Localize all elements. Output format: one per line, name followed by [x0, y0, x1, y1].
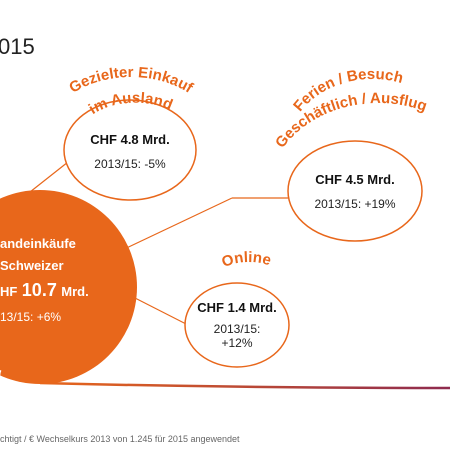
bubble-targeted-change: 2013/15: -5% [94, 157, 166, 171]
bubble-online-change-line2: +12% [221, 336, 253, 350]
footnote: chtigt / € Wechselkurs 2013 von 1.245 fü… [0, 434, 240, 444]
bubble-online-content: CHF 1.4 Mrd. 2013/15: +12% [190, 300, 284, 350]
bubble-holiday-outline [287, 140, 423, 242]
bubble-holiday-change: 2013/15: +19% [314, 197, 396, 211]
main-bubble-value: 10.7 [21, 280, 57, 300]
main-bubble-amount: HF 10.7 Mrd. [0, 280, 130, 301]
page-title-year: 015 [0, 34, 35, 59]
main-bubble-highlight [0, 370, 7, 390]
bubble-targeted-amount: CHF 4.8 Mrd. [90, 132, 170, 147]
connector-holiday-part1 [117, 197, 233, 253]
main-bubble-circle [0, 190, 137, 384]
bubble-targeted-title-line1: Gezielter Einkauf [66, 64, 196, 97]
connector-online [134, 297, 191, 327]
bubble-online-outline [184, 282, 290, 368]
main-bubble-currency: HF [0, 284, 18, 299]
bubble-online-amount: CHF 1.4 Mrd. [197, 300, 277, 315]
bubble-holiday-content: CHF 4.5 Mrd. 2013/15: +19% [298, 172, 412, 211]
main-bubble-unit: Mrd. [61, 284, 89, 299]
bubble-online-change-line1: 2013/15: [213, 322, 261, 336]
bubble-targeted-outline [63, 99, 197, 201]
connector-targeted [29, 161, 69, 193]
main-bubble-line1: andeinkäufe [0, 236, 76, 251]
main-bubble-line2: Schweizer [0, 258, 64, 273]
bubble-targeted-content: CHF 4.8 Mrd. 2013/15: -5% [74, 132, 186, 171]
baseline-line [39, 381, 450, 390]
bubble-holiday-amount: CHF 4.5 Mrd. [315, 172, 395, 187]
bubble-online-title: Online [220, 249, 274, 271]
main-bubble-change: 13/15: +6% [0, 310, 62, 324]
